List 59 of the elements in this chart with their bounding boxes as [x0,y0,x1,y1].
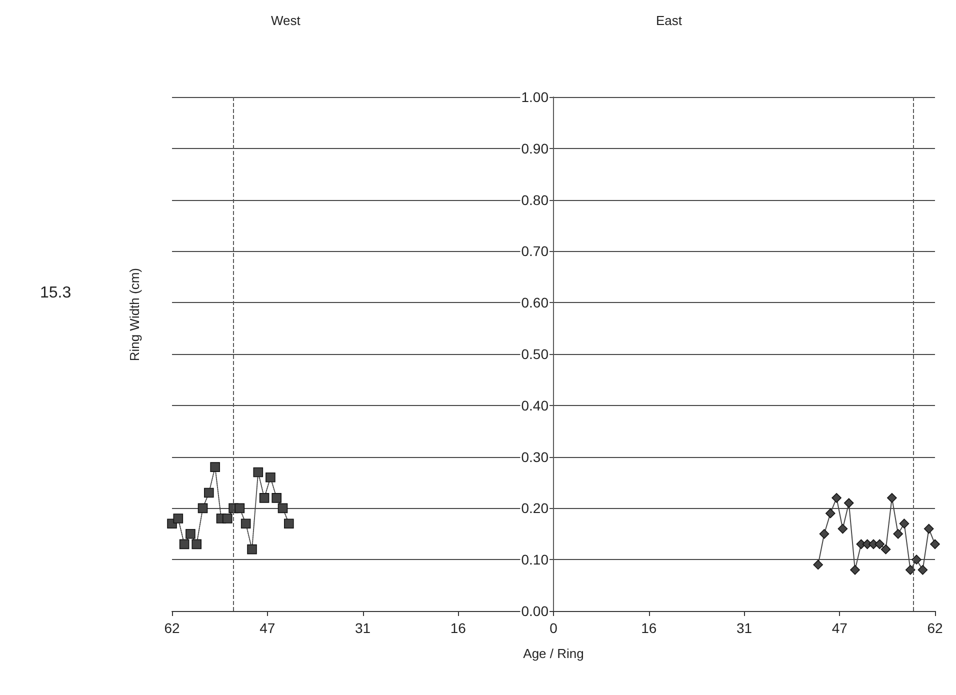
y-tick-label: 1.00 [521,89,549,105]
point [905,564,916,575]
point [234,503,245,514]
point [850,564,860,575]
y-tick-label: 0.10 [521,552,549,568]
point [813,560,823,570]
point [918,564,928,575]
y-tick-label: 0.90 [521,140,549,156]
x-tick-label: 31 [736,620,752,636]
point [204,488,214,498]
y-tick-label: 0.60 [521,294,549,311]
point [930,539,940,550]
point [253,467,264,478]
point [832,493,842,503]
point [912,554,922,564]
text: 15.3 [40,284,72,302]
point [266,472,276,482]
point [222,514,232,524]
y-tick-label: 0.30 [521,448,549,465]
x-axis-title: Age / Ring [523,646,584,661]
point [844,498,854,508]
y-tick-label: 0.20 [521,500,549,516]
point [272,493,282,503]
x-tick-label: 16 [641,620,657,636]
y-tick-label: 0.70 [521,243,549,260]
text: East [656,13,682,28]
point [278,503,288,514]
point [173,514,184,524]
point [838,524,848,534]
x-tick-label: 62 [164,620,180,636]
point [880,544,891,554]
point [247,544,257,554]
y-axis-title: Ring Width (cm) [127,268,142,362]
point [825,508,836,518]
x-tick-label: 62 [927,620,943,636]
point [186,529,196,539]
point [893,529,903,539]
x-tick-label: 47 [260,620,276,636]
point [198,503,208,514]
x-tick-label: 16 [450,620,466,636]
point [819,529,830,539]
text: West [271,13,301,28]
point [887,493,897,503]
point [899,518,910,529]
y-tick-label: 0.50 [521,346,549,362]
point [192,539,202,550]
point [240,518,251,529]
point [284,518,294,529]
point [179,539,190,550]
x-tick-label: 47 [832,620,848,636]
point [924,524,934,534]
y-tick-label: 0.40 [521,397,549,414]
y-tick-label: 0.00 [521,603,549,619]
x-tick-label: 0 [550,620,558,636]
point [874,539,885,550]
point [259,493,270,503]
x-tick-label: 31 [354,620,371,636]
y-tick-label: 0.80 [521,192,549,208]
point [210,462,220,472]
